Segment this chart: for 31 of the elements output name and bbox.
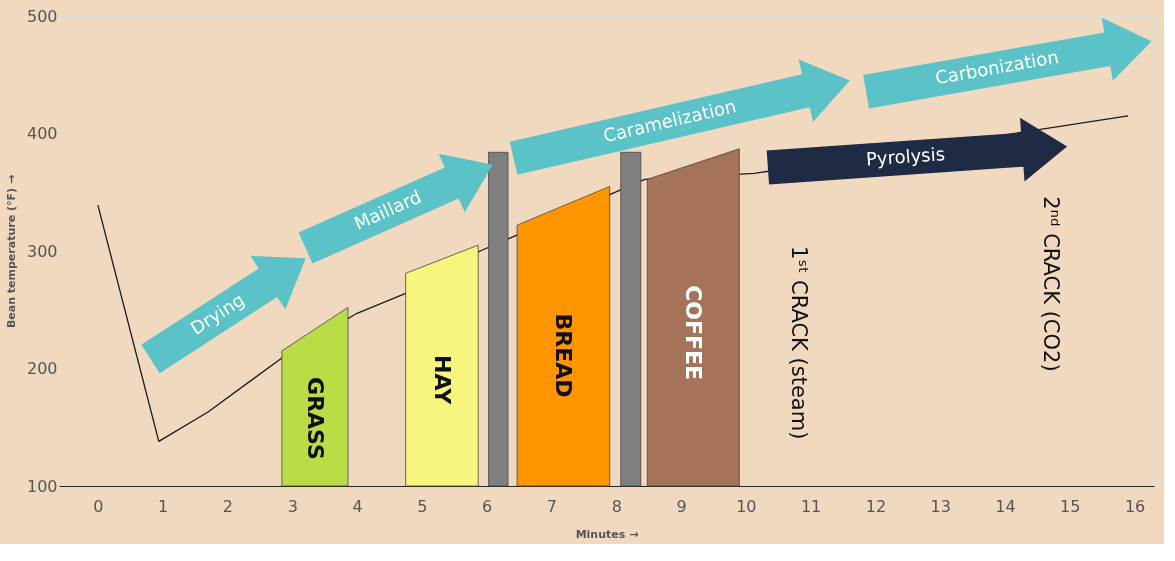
series-label: BREAD xyxy=(551,313,577,398)
x-tick-label: 11 xyxy=(800,496,822,516)
x-tick-label: 7 xyxy=(546,496,558,516)
x-tick-label: 8 xyxy=(611,496,622,516)
y-tick-label: 200 xyxy=(26,359,58,378)
x-tick-label: 0 xyxy=(93,496,104,516)
x-tick-label: 16 xyxy=(1124,496,1146,516)
y-tick-label: 500 xyxy=(26,6,58,26)
x-tick-label: 9 xyxy=(676,496,687,516)
x-tick-label: 15 xyxy=(1060,496,1081,516)
x-tick-label: 5 xyxy=(417,496,428,516)
y-tick-label: 300 xyxy=(26,241,58,261)
y-tick-label: 100 xyxy=(26,476,58,496)
y-axis-title: Bean temperature (°F) → xyxy=(4,174,18,329)
y-tick-label: 400 xyxy=(26,124,58,143)
x-tick-label: 2 xyxy=(222,496,234,516)
annotation: Pyrolysis xyxy=(865,143,946,170)
series-label: HAY xyxy=(429,355,455,406)
x-tick-label: 6 xyxy=(482,496,493,516)
x-tick-label: 4 xyxy=(352,496,363,516)
series-label: COFFEE xyxy=(681,285,707,381)
x-tick-label: 12 xyxy=(865,496,887,516)
annotation: 1ˢᵗ CRACK (steam) xyxy=(786,245,811,440)
x-tick-label: 14 xyxy=(995,496,1016,516)
x-tick-label: 10 xyxy=(736,496,757,516)
x-axis-title: Minutes → xyxy=(575,527,639,541)
series-label: GRASS xyxy=(302,377,328,460)
annotation: 2ⁿᵈ CRACK (CO2) xyxy=(1039,196,1064,372)
x-tick-label: 3 xyxy=(287,496,298,516)
x-tick-label: 1 xyxy=(158,496,169,516)
x-tick-label: 13 xyxy=(930,496,951,516)
